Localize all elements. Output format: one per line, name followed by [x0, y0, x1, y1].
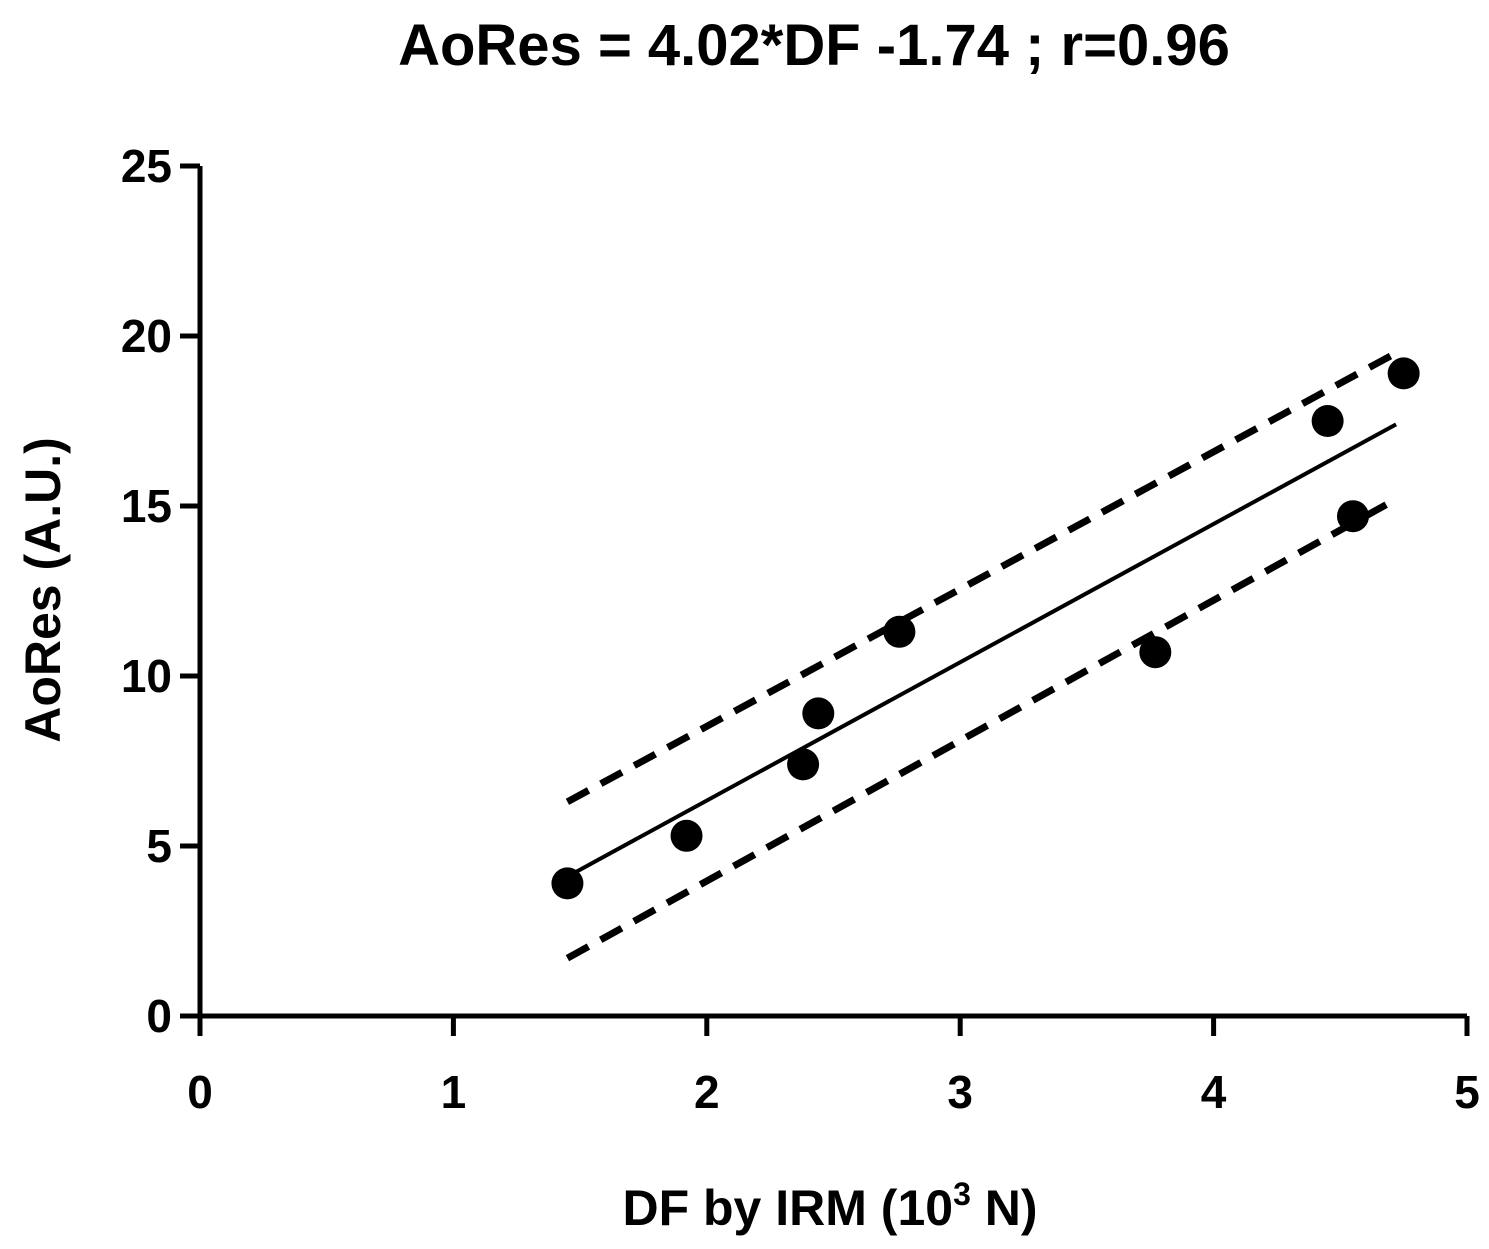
- x-tick-label: 4: [1201, 1066, 1227, 1118]
- y-tick-label: 25: [121, 140, 172, 192]
- data-point: [787, 748, 820, 781]
- data-point: [883, 615, 916, 648]
- data-point: [670, 819, 703, 852]
- x-axis-title-prefix: DF by IRM (10: [622, 1180, 953, 1236]
- x-tick-label: 0: [187, 1066, 213, 1118]
- regression-line: [566, 422, 1398, 879]
- x-tick-label: 3: [947, 1066, 973, 1118]
- y-axis-title: AoRes (A.U.): [15, 437, 71, 743]
- axes: [197, 166, 1467, 1019]
- y-tick-label: 10: [121, 650, 172, 702]
- data-point: [551, 867, 584, 900]
- y-tick-label: 0: [146, 990, 172, 1042]
- y-ticks: 0 5 10 15 20 25: [121, 140, 200, 1042]
- confidence-band-lower: [565, 496, 1398, 962]
- x-ticks: 0 1 2 3 4 5: [187, 1016, 1480, 1118]
- data-points: [551, 357, 1420, 900]
- x-axis-title: DF by IRM (103 N): [622, 1176, 1037, 1236]
- data-point: [1336, 500, 1369, 533]
- y-tick-label: 5: [146, 820, 172, 872]
- data-point: [802, 697, 835, 730]
- x-axis-title-superscript: 3: [953, 1176, 971, 1212]
- x-tick-label: 2: [694, 1066, 720, 1118]
- y-tick-label: 15: [121, 480, 172, 532]
- x-tick-label: 1: [441, 1066, 467, 1118]
- data-point: [1387, 357, 1420, 390]
- chart-title: AoRes = 4.02*DF -1.74 ; r=0.96: [398, 13, 1230, 78]
- data-point: [1139, 636, 1172, 669]
- x-axis-title-suffix: N): [971, 1180, 1038, 1236]
- fit-lines: [565, 349, 1398, 962]
- data-point: [1311, 405, 1344, 437]
- confidence-band-upper: [565, 349, 1398, 805]
- x-tick-label: 5: [1454, 1066, 1480, 1118]
- y-tick-label: 20: [121, 310, 172, 362]
